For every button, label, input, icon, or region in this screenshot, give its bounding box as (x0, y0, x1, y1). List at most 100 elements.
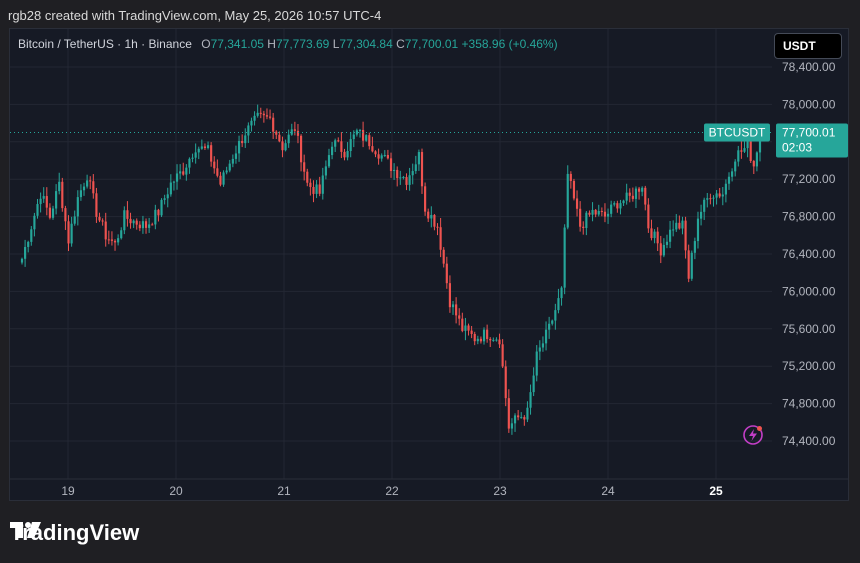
candle-body (309, 182, 312, 187)
candle-body (312, 186, 315, 194)
y-tick-label: 78,400.00 (782, 60, 836, 74)
candle-body (706, 198, 709, 200)
candle-body (445, 263, 448, 284)
candle-body (73, 216, 76, 224)
candle-body (606, 213, 610, 217)
symbol-tag-text: BTCUSDT (709, 125, 766, 139)
candle-body (560, 287, 563, 299)
candle-body (625, 192, 628, 201)
candle-body (597, 210, 600, 215)
low-label: L (332, 37, 340, 51)
candle-body (616, 203, 619, 209)
y-tick-label: 76,800.00 (782, 210, 836, 224)
candle-body (594, 209, 597, 215)
candle-body (538, 347, 541, 352)
candle-body (166, 194, 169, 199)
candle-body (368, 135, 371, 147)
candle-body (160, 199, 163, 216)
candle-body (495, 339, 498, 341)
candle-body (374, 151, 377, 155)
candle-body (656, 231, 659, 244)
candle-body (489, 338, 492, 341)
candle-body (371, 146, 374, 152)
open-value: 77,341.05 (210, 37, 264, 51)
candle-body (653, 231, 656, 239)
candle-body (315, 184, 318, 194)
x-tick-label: 21 (277, 484, 291, 498)
candle-body (659, 243, 662, 256)
candle-body (95, 193, 98, 217)
x-tick-label: 25 (709, 484, 723, 498)
candle-body (647, 204, 650, 229)
candle-body (712, 197, 715, 199)
candle-body (107, 239, 110, 241)
candle-body (399, 177, 402, 179)
candle-body (637, 188, 641, 192)
x-tick-label: 24 (601, 484, 615, 498)
candle-body (237, 140, 241, 154)
candle-body (175, 173, 179, 182)
candle-body (321, 175, 324, 194)
candle-body (185, 167, 188, 175)
candle-body (36, 204, 39, 216)
candle-body (104, 221, 107, 240)
chart-caption: rgb28 created with TradingView.com, May … (8, 8, 382, 23)
candle-body (182, 171, 185, 175)
candle-body (582, 226, 585, 229)
candle-body (668, 229, 672, 242)
candle-body (334, 140, 337, 147)
candle-body (39, 198, 42, 205)
candlestick-chart[interactable]: 74,400.00 74,800.00 75,200.00 75,600.00 76,0… (10, 29, 849, 501)
candle-body (64, 208, 67, 222)
candle-body (383, 155, 386, 157)
candle-body (89, 180, 92, 182)
candle-body (458, 315, 461, 319)
candle-body (690, 252, 693, 279)
candle-body (327, 155, 331, 167)
candle-body (579, 208, 582, 227)
x-tick-label: 19 (61, 484, 75, 498)
candle-body (241, 140, 244, 144)
candle-body (740, 150, 743, 152)
candle-body (352, 134, 355, 140)
candle-body (696, 218, 700, 242)
lightning-icon[interactable] (742, 424, 764, 446)
candle-body (566, 173, 569, 228)
candle-body (362, 129, 365, 141)
candle-body (755, 152, 758, 167)
candle-body (389, 158, 393, 171)
candle-body (476, 338, 479, 342)
candle-body (132, 220, 135, 224)
candle-body (650, 228, 653, 239)
candle-body (268, 116, 272, 118)
candle-body (461, 318, 464, 331)
chart-panel[interactable]: 74,400.00 74,800.00 75,200.00 75,600.00 76,0… (9, 28, 849, 501)
candle-body (734, 161, 737, 172)
candle-body (67, 221, 70, 244)
candle-body (48, 207, 51, 218)
ohlc-legend: Bitcoin / TetherUS · 1h · Binance O77,34… (18, 37, 558, 51)
candle-body (482, 329, 486, 342)
currency-button[interactable]: USDT (774, 33, 842, 59)
candle-body (244, 135, 247, 144)
candle-body (299, 135, 303, 163)
candle-body (231, 158, 234, 164)
high-label: H (267, 37, 276, 51)
candle-body (526, 407, 529, 420)
candle-body (247, 125, 250, 136)
candle-body (603, 211, 607, 217)
candle-body (588, 212, 591, 215)
candle-body (693, 241, 696, 253)
candle-body (169, 182, 172, 195)
candle-body (752, 160, 755, 167)
candle-body (684, 220, 687, 251)
candle-body (492, 339, 495, 341)
candle-body (228, 163, 231, 171)
candle-body (678, 222, 681, 229)
candle-body (318, 184, 321, 194)
close-label: C (396, 37, 405, 51)
low-value: 77,304.84 (339, 37, 393, 51)
x-tick-label: 22 (385, 484, 399, 498)
candle-body (219, 175, 222, 185)
close-value: 77,700.01 (404, 37, 459, 51)
